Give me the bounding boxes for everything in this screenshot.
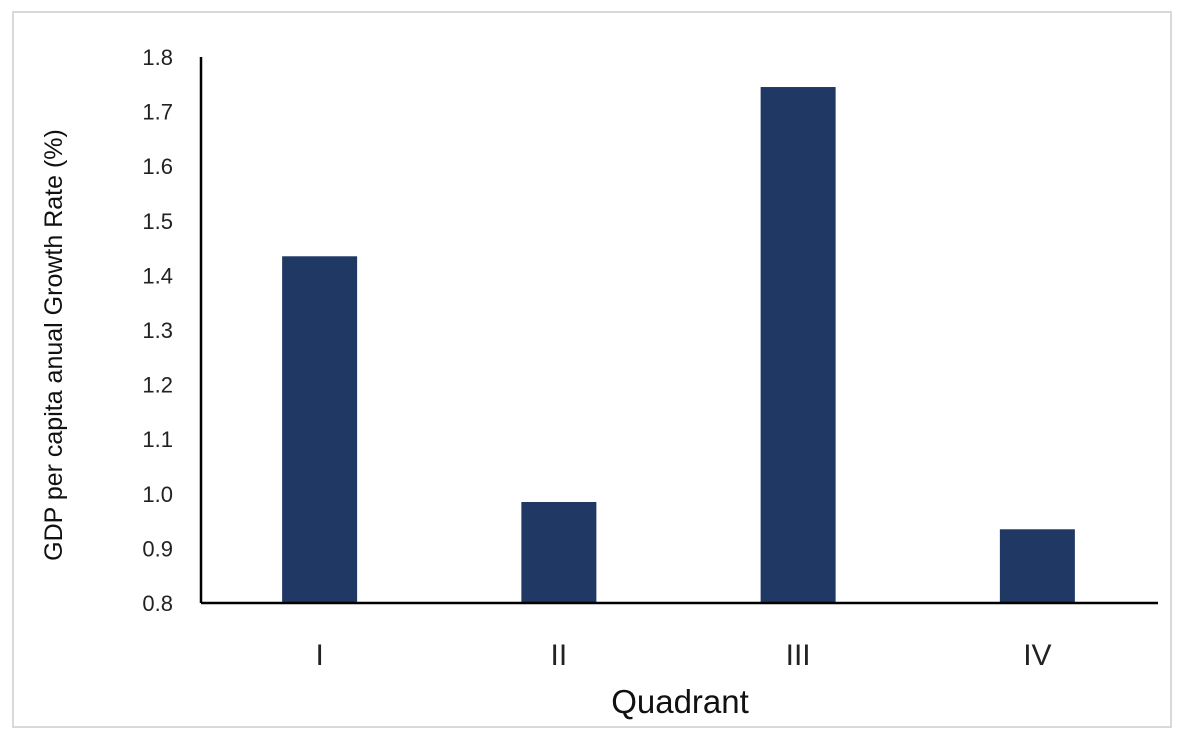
x-tick-label: IV [1023, 639, 1051, 672]
y-tick-label: 1.0 [142, 482, 173, 507]
bars [282, 87, 1075, 603]
y-tick-label: 1.1 [142, 427, 173, 452]
bar-II [521, 501, 597, 603]
y-tick-label: 0.8 [142, 591, 173, 616]
y-tick-label: 1.3 [142, 318, 173, 343]
x-tick-label: II [551, 639, 568, 672]
y-tick-label: 1.5 [142, 209, 173, 234]
y-axis-title: GDP per capita anual Growth Rate (%) [40, 129, 68, 561]
y-axis-ticks: 0.8 0.9 1.0 1.1 1.2 1.3 1.4 1.5 1.6 1.7 1.8 [142, 45, 173, 616]
x-axis-tick-labels: I II III IV [315, 639, 1051, 672]
y-tick-label: 1.6 [142, 154, 173, 179]
chart-frame [12, 11, 1172, 728]
x-tick-label: I [315, 639, 323, 672]
bar-III [760, 87, 836, 603]
y-tick-label: 1.7 [142, 100, 173, 125]
y-tick-label: 0.9 [142, 536, 173, 561]
bar-I [282, 256, 358, 603]
y-tick-label: 1.2 [142, 373, 173, 398]
y-tick-label: 1.4 [142, 263, 173, 288]
y-tick-label: 1.8 [142, 45, 173, 70]
bar-IV [999, 529, 1075, 603]
x-axis-title: Quadrant [611, 683, 749, 720]
x-tick-label: III [786, 639, 811, 672]
